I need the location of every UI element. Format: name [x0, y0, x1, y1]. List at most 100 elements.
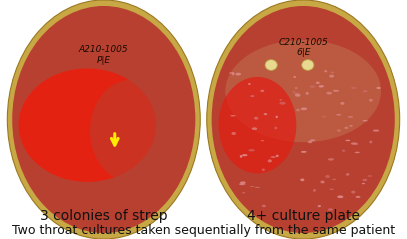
Ellipse shape [292, 91, 295, 92]
Ellipse shape [348, 116, 353, 118]
Ellipse shape [260, 90, 264, 92]
Ellipse shape [340, 102, 344, 105]
Ellipse shape [261, 140, 264, 141]
Ellipse shape [302, 60, 314, 71]
Ellipse shape [250, 95, 254, 97]
Ellipse shape [293, 93, 298, 94]
Ellipse shape [295, 94, 301, 97]
Ellipse shape [301, 151, 307, 153]
Ellipse shape [356, 196, 361, 198]
Ellipse shape [262, 205, 266, 207]
Ellipse shape [264, 113, 267, 115]
Ellipse shape [295, 87, 298, 89]
Ellipse shape [328, 158, 334, 161]
Ellipse shape [293, 76, 296, 78]
Ellipse shape [363, 120, 368, 121]
Ellipse shape [239, 183, 245, 185]
Ellipse shape [337, 130, 341, 131]
Ellipse shape [363, 179, 367, 181]
Ellipse shape [330, 188, 334, 190]
Ellipse shape [354, 152, 360, 153]
Ellipse shape [344, 127, 348, 129]
Ellipse shape [274, 127, 277, 129]
Ellipse shape [242, 154, 247, 156]
Ellipse shape [363, 90, 368, 92]
Ellipse shape [324, 70, 327, 72]
Ellipse shape [248, 149, 255, 151]
Ellipse shape [7, 0, 200, 239]
Ellipse shape [255, 187, 260, 188]
Ellipse shape [362, 183, 365, 184]
Ellipse shape [262, 168, 265, 171]
Ellipse shape [322, 116, 326, 118]
Ellipse shape [300, 179, 304, 181]
Ellipse shape [329, 75, 334, 78]
Ellipse shape [252, 127, 257, 130]
Ellipse shape [295, 93, 300, 95]
Ellipse shape [265, 60, 277, 71]
Ellipse shape [333, 90, 339, 92]
Ellipse shape [346, 140, 350, 141]
Ellipse shape [326, 92, 332, 94]
Ellipse shape [232, 132, 236, 135]
Ellipse shape [369, 141, 372, 143]
Ellipse shape [19, 68, 156, 182]
Ellipse shape [328, 208, 333, 211]
Ellipse shape [325, 175, 330, 178]
Ellipse shape [376, 87, 381, 89]
Ellipse shape [308, 141, 313, 143]
Ellipse shape [276, 116, 278, 118]
Ellipse shape [336, 114, 341, 115]
Ellipse shape [342, 150, 345, 152]
Ellipse shape [240, 155, 242, 158]
Ellipse shape [239, 183, 244, 185]
Ellipse shape [367, 175, 373, 177]
Ellipse shape [310, 85, 315, 88]
Ellipse shape [313, 189, 316, 192]
Ellipse shape [306, 92, 309, 95]
Ellipse shape [319, 85, 324, 87]
Ellipse shape [235, 73, 241, 76]
Ellipse shape [229, 72, 235, 74]
Text: A210-1005
P|E: A210-1005 P|E [79, 45, 129, 65]
Ellipse shape [90, 80, 173, 182]
Ellipse shape [330, 72, 334, 73]
Ellipse shape [268, 159, 272, 163]
Ellipse shape [351, 191, 355, 193]
Ellipse shape [346, 173, 350, 176]
Ellipse shape [301, 108, 307, 110]
Ellipse shape [354, 143, 359, 145]
Ellipse shape [316, 82, 320, 84]
Ellipse shape [225, 40, 381, 142]
Ellipse shape [254, 117, 258, 120]
Ellipse shape [279, 102, 286, 105]
Ellipse shape [351, 142, 357, 145]
Text: C210-1005
6|E: C210-1005 6|E [278, 38, 328, 58]
Ellipse shape [250, 186, 254, 187]
Ellipse shape [332, 179, 336, 180]
Ellipse shape [320, 181, 325, 184]
Ellipse shape [248, 83, 251, 85]
Ellipse shape [276, 155, 279, 157]
Ellipse shape [296, 109, 300, 111]
Ellipse shape [310, 139, 315, 141]
Ellipse shape [232, 72, 234, 76]
Ellipse shape [242, 192, 245, 193]
Ellipse shape [12, 6, 195, 233]
Ellipse shape [219, 77, 296, 174]
Ellipse shape [373, 130, 379, 132]
Ellipse shape [349, 125, 353, 127]
Ellipse shape [317, 205, 321, 207]
Ellipse shape [369, 99, 373, 102]
Ellipse shape [212, 6, 395, 233]
Text: Two throat cultures taken sequentially from the same patient: Two throat cultures taken sequentially f… [12, 224, 395, 237]
Ellipse shape [207, 0, 400, 239]
Ellipse shape [271, 156, 276, 158]
Ellipse shape [240, 181, 246, 184]
Ellipse shape [351, 87, 356, 89]
Ellipse shape [230, 115, 236, 117]
Ellipse shape [280, 99, 282, 101]
Text: 4+ culture plate: 4+ culture plate [247, 209, 360, 223]
Text: 3 colonies of strep: 3 colonies of strep [40, 209, 168, 223]
Ellipse shape [337, 196, 344, 198]
